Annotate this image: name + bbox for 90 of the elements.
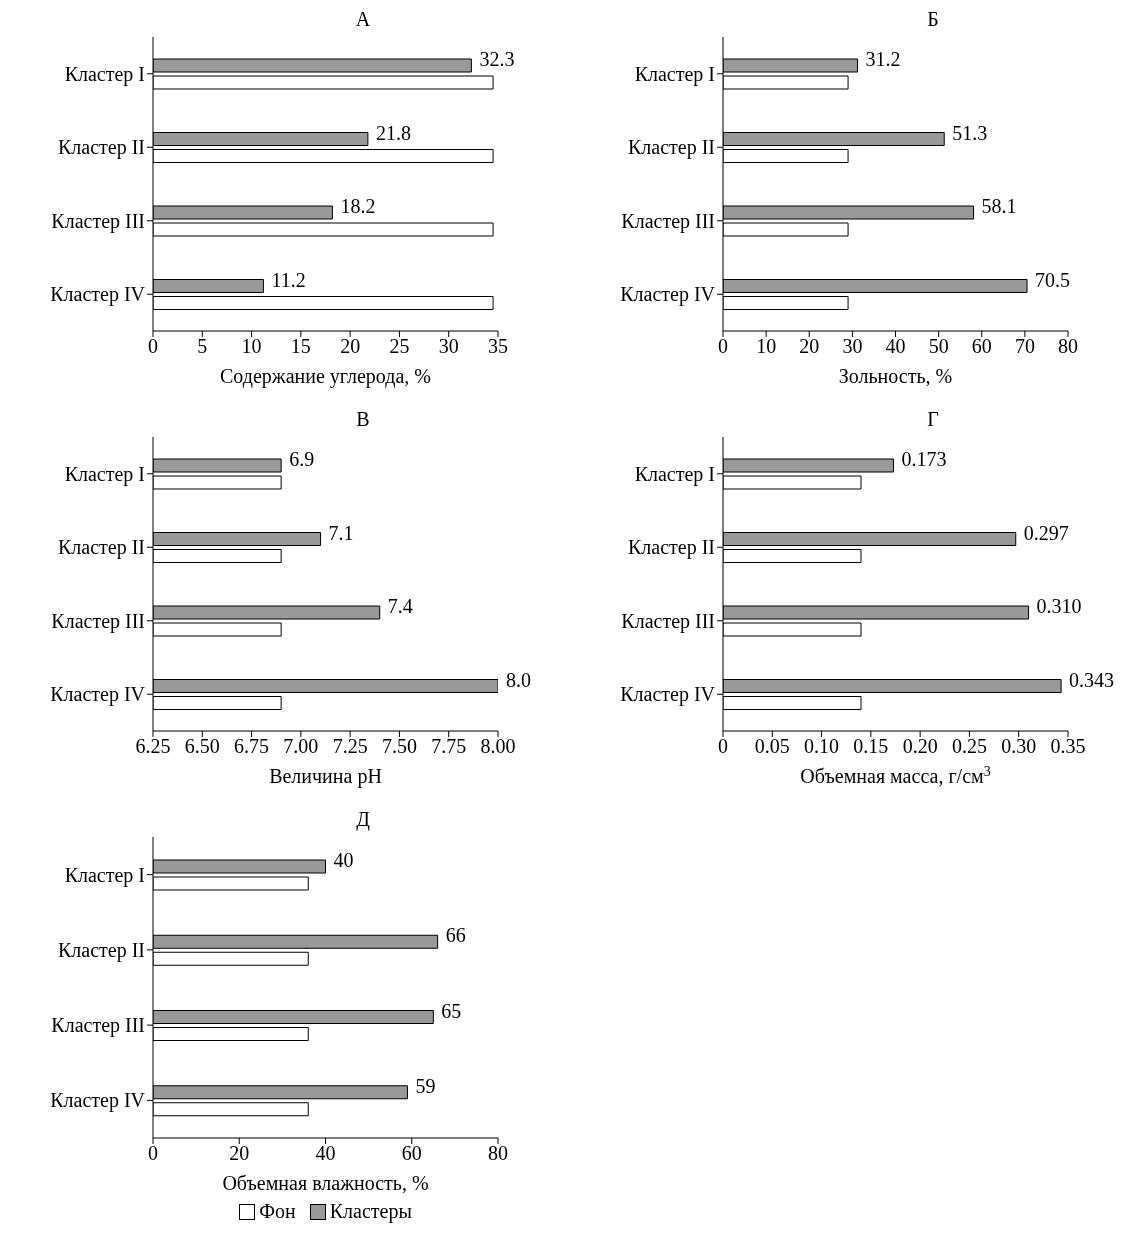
x-tick-label: 6.50	[184, 735, 220, 758]
x-tick-label: 7.00	[283, 735, 319, 758]
x-axis-title: Объемная масса, г/см$^{3}$	[800, 763, 991, 787]
y-tick-label: Кластер II	[57, 136, 145, 160]
x-tick-label: 60	[971, 335, 992, 358]
x-tick-label: 0	[148, 1142, 158, 1165]
y-tick-label: Кластер III	[621, 609, 715, 633]
data-label: 66	[445, 924, 466, 947]
x-tick-label: 7.75	[431, 735, 467, 758]
x-tick-label: 8.00	[480, 735, 516, 758]
data-label: 0.173	[901, 448, 947, 471]
y-tick-label: Кластер I	[634, 462, 715, 486]
data-label: 51.3	[952, 121, 988, 144]
x-tick-label: 0	[718, 735, 728, 758]
chart-title: Г	[926, 408, 940, 432]
chart-title: Д	[355, 808, 371, 832]
x-tick-label: 30	[438, 335, 459, 358]
x-tick-label: 5	[197, 335, 208, 358]
x-tick-label: 20	[799, 335, 820, 358]
y-tick-label: Кластер III	[51, 1014, 145, 1038]
x-tick-label: 20	[229, 1142, 250, 1165]
x-tick-label: 70	[1014, 335, 1035, 358]
data-label: 32.3	[479, 48, 515, 71]
x-tick-label: 20	[340, 335, 361, 358]
x-tick-label: 30	[842, 335, 863, 358]
x-tick-label: 0.30	[1001, 735, 1037, 758]
x-tick-label: 0.10	[804, 735, 840, 758]
x-tick-label: 0	[148, 335, 158, 358]
y-tick-label: Кластер I	[634, 62, 715, 86]
y-tick-label: Кластер IV	[50, 283, 146, 307]
x-tick-label: 60	[401, 1142, 422, 1165]
x-axis-title: Зольность, %	[838, 365, 953, 387]
y-tick-label: Кластер III	[51, 609, 145, 633]
chart-title: Б	[926, 8, 940, 32]
data-label: 11.2	[271, 268, 306, 291]
y-tick-label: Кластер II	[627, 136, 715, 160]
data-label: 70.5	[1035, 268, 1071, 291]
x-tick-label: 0.15	[853, 735, 889, 758]
x-tick-label: 6.25	[135, 735, 171, 758]
data-label: 7.1	[328, 521, 354, 544]
x-tick-label: 35	[488, 335, 508, 358]
chart-title: А	[354, 8, 372, 32]
legend-label: Кластеры	[328, 1200, 412, 1223]
x-tick-label: 10	[756, 335, 777, 358]
y-tick-label: Кластер I	[64, 863, 145, 887]
data-label: 40	[333, 849, 354, 872]
x-tick-label: 0.05	[754, 735, 790, 758]
x-tick-label: 40	[885, 335, 906, 358]
y-tick-label: Кластер I	[64, 462, 145, 486]
data-label: 0.343	[1069, 668, 1115, 691]
data-label: 31.2	[865, 48, 901, 71]
x-tick-label: 0.20	[902, 735, 938, 758]
x-tick-label: 0.25	[951, 735, 987, 758]
data-label: 0.297	[1023, 521, 1069, 544]
x-tick-label: 80	[488, 1142, 508, 1165]
data-label: 65	[441, 999, 462, 1022]
y-tick-label: Кластер III	[621, 209, 715, 233]
x-tick-label: 0.35	[1050, 735, 1086, 758]
data-label: 6.9	[289, 448, 315, 471]
y-tick-label: Кластер IV	[50, 683, 146, 707]
y-tick-label: Кластер IV	[50, 1089, 146, 1113]
x-axis-title: Содержание углерода, %	[220, 365, 431, 388]
x-tick-label: 15	[290, 335, 311, 358]
x-tick-label: 0	[718, 335, 728, 358]
data-label: 59	[415, 1074, 436, 1097]
x-tick-label: 10	[241, 335, 262, 358]
data-label: 7.4	[387, 595, 413, 618]
x-tick-label: 25	[389, 335, 410, 358]
x-tick-label: 80	[1058, 335, 1078, 358]
y-tick-label: Кластер IV	[620, 283, 716, 307]
chart-title: В	[355, 408, 371, 432]
x-axis-title: Величина pH	[269, 765, 382, 788]
y-tick-label: Кластер IV	[620, 683, 716, 707]
x-tick-label: 6.75	[234, 735, 270, 758]
y-tick-label: Кластер III	[51, 209, 145, 233]
x-tick-label: 7.50	[381, 735, 417, 758]
data-label: 8.0	[506, 668, 531, 691]
y-tick-label: Кластер II	[57, 536, 145, 560]
y-tick-label: Кластер II	[627, 536, 715, 560]
x-tick-label: 40	[315, 1142, 336, 1165]
data-label: 0.310	[1036, 595, 1082, 618]
x-tick-label: 7.25	[332, 735, 368, 758]
data-label: 21.8	[375, 121, 411, 144]
legend-label: Фон	[258, 1200, 296, 1223]
y-tick-label: Кластер II	[57, 938, 145, 962]
x-tick-label: 50	[928, 335, 949, 358]
data-label: 58.1	[981, 195, 1017, 218]
x-axis-title: Объемная влажность, %	[222, 1172, 429, 1194]
data-label: 18.2	[340, 195, 376, 218]
y-tick-label: Кластер I	[64, 62, 145, 86]
